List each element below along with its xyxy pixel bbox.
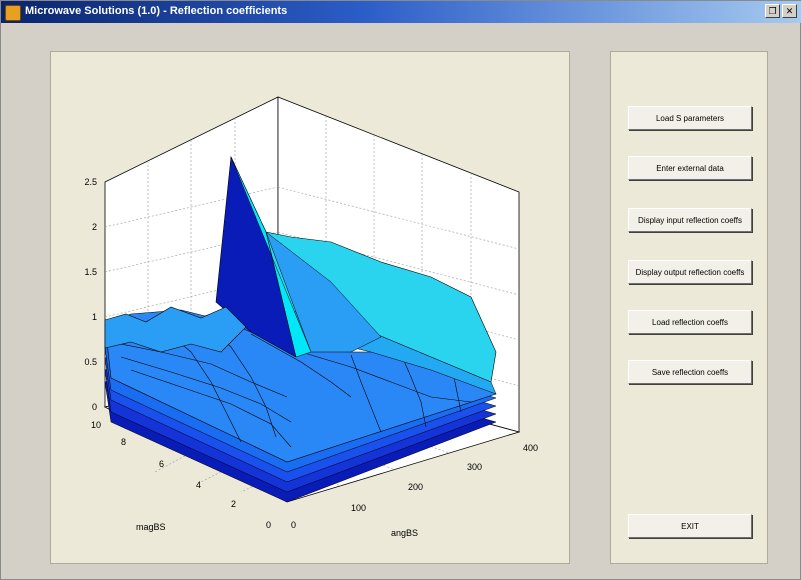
ang-tick: 300 [467,462,482,472]
mag-tick: 6 [159,459,164,469]
display-output-reflection-button[interactable]: Display output reflection coeffs [628,260,752,284]
mag-tick: 10 [91,420,101,430]
z-tick: 0.5 [84,357,97,367]
surface-layers [104,155,497,503]
load-reflection-button[interactable]: Load reflection coeffs [628,310,752,334]
close-icon[interactable]: ✕ [782,4,797,18]
display-input-reflection-button[interactable]: Display input reflection coeffs [628,208,752,232]
mag-tick: 0 [266,520,271,530]
load-s-parameters-button[interactable]: Load S parameters [628,106,752,130]
restore-icon[interactable]: ❐ [765,4,780,18]
plot-panel: 0 0.5 1 1.5 2 2.5 10 8 6 4 2 0 magBS 0 1… [50,51,570,564]
ang-tick: 0 [291,520,296,530]
window-title: Microwave Solutions (1.0) - Reflection c… [25,5,288,17]
surface-plot: 0 0.5 1 1.5 2 2.5 10 8 6 4 2 0 magBS 0 1… [84,96,538,538]
enter-external-data-button[interactable]: Enter external data [628,156,752,180]
ang-tick: 400 [523,443,538,453]
mag-axis: 10 8 6 4 2 0 magBS [91,420,271,532]
y-axis-label: magBS [136,522,166,532]
z-tick: 2.5 [84,177,97,187]
exit-button[interactable]: EXIT [628,514,752,538]
z-tick: 2 [92,222,97,232]
mag-tick: 2 [231,499,236,509]
z-tick: 0 [92,402,97,412]
ang-axis: 0 100 200 300 400 angBS [291,443,538,538]
z-tick: 1 [92,312,97,322]
app-icon [5,5,21,21]
title-bar[interactable]: Microwave Solutions (1.0) - Reflection c… [1,1,801,23]
mag-tick: 4 [196,480,201,490]
ang-tick: 100 [351,503,366,513]
mag-tick: 8 [121,437,126,447]
x-axis-label: angBS [391,528,418,538]
ang-tick: 200 [408,482,423,492]
save-reflection-button[interactable]: Save reflection coeffs [628,360,752,384]
control-panel: Load S parameters Enter external data Di… [610,51,768,564]
z-tick: 1.5 [84,267,97,277]
z-axis: 0 0.5 1 1.5 2 2.5 [84,177,97,412]
